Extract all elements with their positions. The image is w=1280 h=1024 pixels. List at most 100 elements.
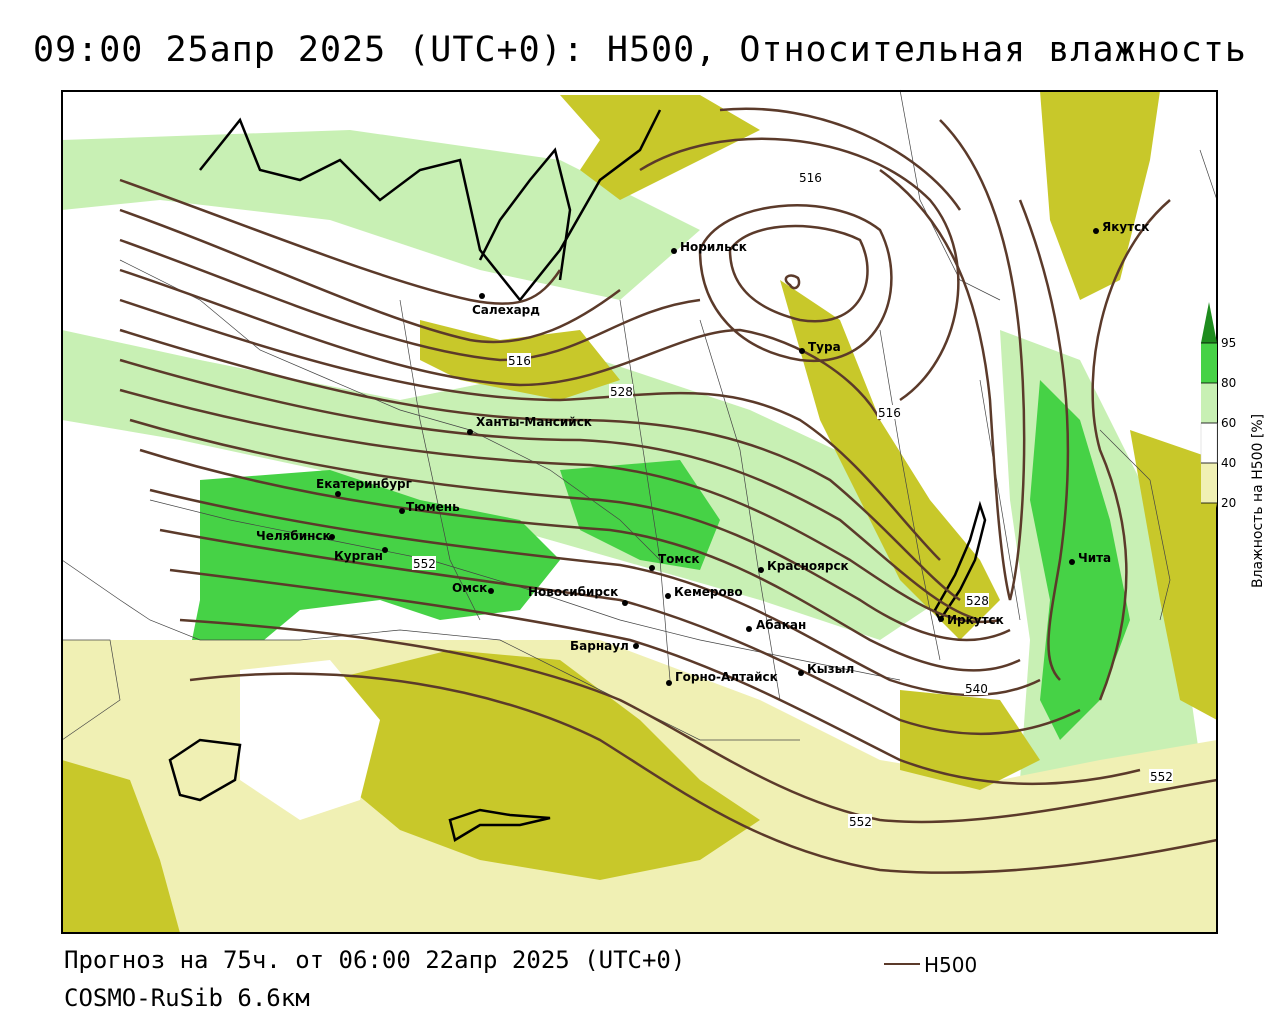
city-dot-gorno-altaysk (666, 680, 672, 686)
isohypse-line (179, 618, 1218, 824)
city-dot-chita (1069, 559, 1075, 565)
isohypse-label: 516 (878, 406, 901, 420)
city-dot-norilsk (671, 248, 677, 254)
isohypse-line (119, 178, 562, 305)
isohypse-label: 552 (413, 557, 436, 571)
humidity-wet-zone-chita (1030, 380, 1130, 740)
isohypse-label: 552 (1150, 770, 1173, 784)
caspian-sea-coast (168, 738, 242, 802)
city-dot-barnaul (633, 643, 639, 649)
colorbar: 95 80 60 40 20 Влажность на H500 [%] (1200, 302, 1266, 588)
arctic-coastline (199, 109, 662, 303)
city-dot-abakan (746, 626, 752, 632)
isohypse-line (119, 328, 961, 602)
h500-legend-line (884, 963, 920, 965)
coastlines (168, 109, 987, 842)
map-frame (61, 90, 1218, 934)
city-label-tomsk: Томск (658, 552, 700, 566)
isohypse-north-arc (639, 137, 960, 402)
isohypse-label: 516 (799, 171, 822, 185)
isohypse-low-center-3 (784, 274, 801, 290)
model-name: COSMO-RuSib 6.6км (64, 984, 310, 1012)
colorbar-segment-60 (1200, 422, 1218, 464)
isohypse-trough-east-3 (1091, 199, 1171, 701)
city-label-chita: Чита (1078, 551, 1111, 565)
isohypse-trough-east-2 (1018, 199, 1070, 681)
colorbar-tick-95: 95 (1221, 336, 1236, 350)
city-dot-tyumen (399, 508, 405, 514)
humidity-dry-zone-kazakhstan (330, 650, 760, 880)
city-dot-tura (799, 348, 805, 354)
forecast-info: Прогноз на 75ч. от 06:00 22апр 2025 (UTC… (64, 946, 686, 974)
isohypse-label: 552 (849, 815, 872, 829)
isohypse-trough-east (879, 119, 1026, 601)
colorbar-tick-20: 20 (1221, 496, 1236, 510)
isohypse-line (119, 208, 621, 344)
map-title: 09:00 25апр 2025 (UTC+0): H500, Относите… (33, 30, 1247, 70)
city-label-krasnoyarsk: Красноярск (767, 559, 849, 573)
city-label-salekhard: Салехард (472, 303, 540, 317)
isohypse-line (119, 238, 701, 362)
city-dot-ekaterinburg (335, 491, 341, 497)
colorbar-top-arrow (1201, 302, 1217, 343)
city-label-kemerovo: Кемерово (674, 585, 743, 599)
isohypse-line (119, 268, 882, 421)
colorbar-bottom-arrow (1201, 503, 1217, 543)
isohypse-label: 528 (610, 385, 633, 399)
yamal-peninsula-coast (478, 147, 572, 281)
city-label-kurgan: Курган (334, 549, 383, 563)
colorbar-title: Влажность на H500 [%] (1250, 414, 1266, 588)
city-dot-khanty-mansiysk (467, 429, 473, 435)
isohypse-north-arc-2 (719, 107, 962, 211)
isohypse-line (159, 528, 1081, 736)
city-label-abakan: Абакан (756, 618, 806, 632)
isohypse-label: 516 (508, 354, 531, 368)
city-label-chelyabinsk: Челябинск (256, 529, 331, 543)
city-dot-krasnoyarsk (758, 567, 764, 573)
isohypse-low-center-2 (698, 204, 893, 363)
colorbar-tick-40: 40 (1221, 456, 1236, 470)
isohypse-line (169, 568, 1141, 786)
city-dot-novosibirsk (622, 600, 628, 606)
humidity-field (62, 91, 1217, 933)
city-dot-omsk (488, 588, 494, 594)
isohypse-line (129, 418, 1011, 642)
colorbar-segment-80 (1201, 383, 1217, 423)
city-dot-salekhard (479, 293, 485, 299)
isohypse-line (119, 298, 941, 561)
isohypse-line (149, 488, 1041, 697)
isohypse-line (139, 448, 1021, 672)
humidity-moist-band-central (62, 330, 940, 640)
city-label-gorno-altaysk: Горно-Алтайск (675, 670, 778, 684)
city-label-omsk: Омск (452, 581, 487, 595)
city-dot-irkutsk (938, 616, 944, 622)
city-dot-tomsk (649, 565, 655, 571)
humidity-dry-band-northeast (1040, 91, 1160, 300)
colorbar-segment-95 (1201, 343, 1217, 383)
city-label-tura: Тура (808, 340, 841, 354)
isohypse-label: 540 (965, 682, 988, 696)
isohypse-line (119, 388, 1001, 624)
colorbar-tick-80: 80 (1221, 376, 1236, 390)
isohypse-line (189, 672, 1218, 874)
city-dot-kemerovo (665, 593, 671, 599)
city-label-tyumen: Тюмень (406, 500, 460, 514)
lake-baikal (933, 500, 987, 623)
humidity-white-zone-kazakh (240, 660, 380, 820)
humidity-moist-band-north (62, 130, 700, 300)
city-label-ekaterinburg: Екатеринбург (316, 477, 412, 491)
city-label-kyzyl: Кызыл (807, 662, 854, 676)
isohypse-low-center-1 (728, 224, 869, 323)
humidity-dry-band-east-edge (1130, 430, 1217, 720)
colorbar-segment-40 (1201, 463, 1217, 503)
city-markers: Салехард Норильск Якутск Тура Ханты-Манс… (256, 220, 1149, 686)
city-label-novosibirsk: Новосибирск (528, 585, 618, 599)
colorbar-tick-60: 60 (1221, 416, 1236, 430)
city-label-barnaul: Барнаул (570, 639, 629, 653)
humidity-dry-zone-southwest (62, 760, 180, 933)
city-label-norilsk: Норильск (680, 240, 747, 254)
isohypse-label: 528 (966, 594, 989, 608)
city-label-irkutsk: Иркутск (947, 613, 1004, 627)
city-dot-kurgan (382, 547, 388, 553)
